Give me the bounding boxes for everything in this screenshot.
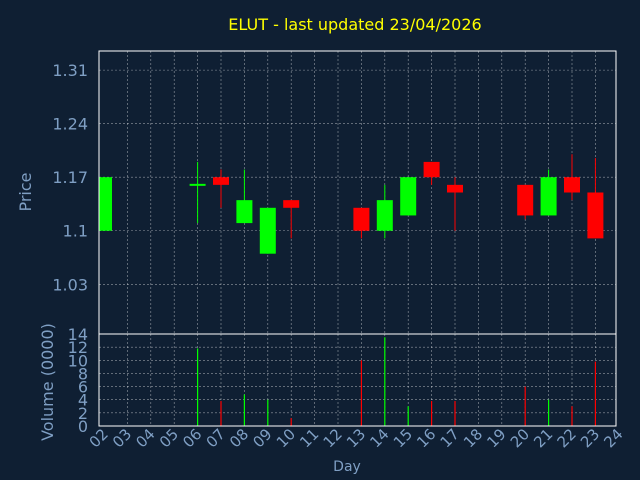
candle-body [99, 177, 112, 231]
candle-body [587, 192, 604, 239]
price-tick-label: 1.31 [52, 61, 88, 80]
candle-body [447, 184, 463, 193]
x-tick-labels: 0203040506070809101112131415161718192021… [86, 425, 627, 451]
candle-body [564, 177, 580, 193]
volume-series [197, 337, 597, 426]
candle-body [517, 184, 534, 216]
candle-body [353, 207, 370, 231]
price-tick-label: 1.24 [52, 115, 88, 134]
chart-title: ELUT - last updated 23/04/2026 [228, 15, 481, 34]
volume-tick-label: 4 [78, 391, 88, 410]
volume-tick-label: 0 [78, 417, 88, 436]
volume-tick-label: 14 [68, 325, 88, 344]
volume-axis-label: Volume (0000) [38, 323, 57, 441]
candle-body [400, 177, 417, 216]
volume-tick-label: 8 [78, 364, 88, 383]
volume-tick-label: 2 [78, 404, 88, 423]
candle-body [376, 200, 393, 231]
candle-body [189, 183, 206, 186]
candle-body [423, 161, 440, 178]
candle-body [540, 177, 557, 216]
candle-body [213, 177, 229, 185]
volume-tick-label: 6 [78, 378, 88, 397]
price-tick-label: 1.17 [52, 168, 88, 187]
price-tick-label: 1.1 [63, 222, 88, 241]
price-tick-labels: 1.31 1.24 1.17 1.1 1.03 [52, 61, 88, 294]
price-axis-label: Price [16, 172, 35, 211]
volume-tick-label: 10 [68, 351, 88, 370]
candlestick-series [99, 154, 604, 254]
price-tick-label: 1.03 [52, 275, 88, 294]
candle-body [259, 207, 276, 254]
volume-tick-label: 12 [68, 338, 88, 357]
volume-plot-frame [98, 333, 617, 427]
candle-body [236, 200, 253, 224]
candle-body [283, 200, 300, 208]
x-axis-label: Day [333, 459, 361, 475]
